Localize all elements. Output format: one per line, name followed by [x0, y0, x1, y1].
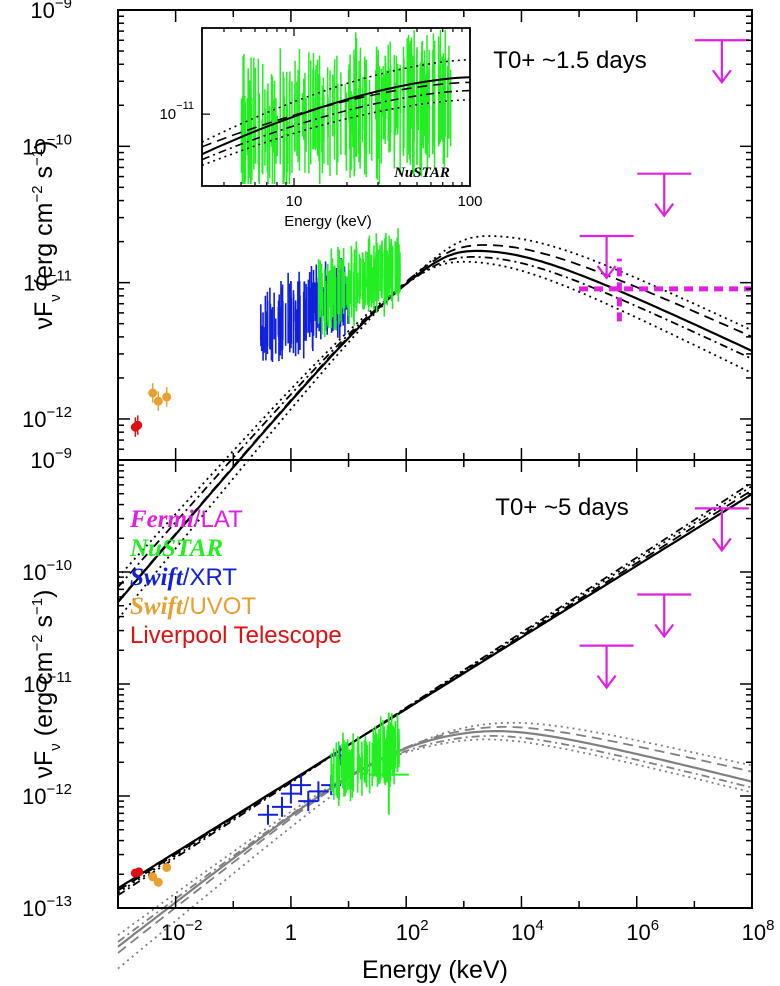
y-tick-label: 10−10: [22, 557, 72, 585]
legend-item: Fermi/LAT: [129, 506, 243, 533]
legend-item: NuSTAR: [129, 535, 223, 562]
model-curve-dashdot-4: [117, 255, 753, 588]
time-annotation: T0+ ~1.5 days: [493, 47, 646, 74]
model-curve-dashed-1: [117, 489, 753, 892]
inset-model-curve-2: [201, 59, 471, 143]
y-axis-label: νFν (erg cm−2 s−1): [29, 141, 64, 330]
inset-y-tick-label: 10−11: [159, 100, 194, 123]
data-swift-uvot: [153, 877, 163, 887]
upper-limit-arrow-1: [654, 623, 675, 639]
model-curve-dashed-5: [117, 726, 753, 954]
legend-item: Liverpool Telescope: [130, 622, 342, 649]
y-tick-label: 10−12: [22, 781, 72, 809]
inset-caption: NuSTAR: [393, 165, 450, 181]
inset-model-curve-1: [201, 81, 471, 148]
x-tick-label: 108: [742, 917, 775, 945]
legend-item: Swift/XRT: [130, 564, 237, 591]
y-tick-label: 10−10: [22, 131, 72, 159]
inset-x-tick-label: 100: [457, 193, 482, 210]
time-annotation: T0+ ~5 days: [495, 494, 628, 521]
x-tick-label: 10−2: [161, 917, 203, 945]
inset-nustar: 10 100 10−11 Energy (keV) NuSTAR: [159, 27, 483, 230]
upper-limit-arrow-2: [711, 69, 732, 85]
legend-item: Swift/UVOT: [130, 593, 256, 620]
y-tick-label: 10−13: [22, 893, 72, 921]
y-tick-label: 10−11: [23, 268, 72, 296]
y-tick-label: 10−12: [22, 404, 72, 432]
data-liverpool-telescope: [134, 867, 144, 877]
y-tick-label: 10−9: [30, 445, 72, 473]
model-curve-dashdot-3: [117, 481, 753, 896]
inset-x-tick-label: 10: [286, 193, 303, 210]
model-curve-dashdot-8: [117, 735, 753, 943]
upper-limit-arrow-0: [596, 674, 617, 690]
x-tick-label: 102: [396, 917, 429, 945]
data-swift-uvot: [148, 872, 158, 882]
y-tick-label: 10−9: [30, 0, 72, 23]
x-tick-label: 104: [511, 917, 544, 945]
x-tick-label: 106: [626, 917, 659, 945]
y-tick-label: 10−11: [23, 669, 72, 697]
upper-limit-arrow-1: [654, 203, 675, 218]
inset-model-curve-0: [201, 76, 471, 156]
data-swift-uvot: [162, 862, 172, 872]
x-axis-label: Energy (keV): [362, 956, 508, 984]
top-panel: 10−9 10−10 10−11 10−12 νFν (erg cm−2 s−1) T0+…: [22, 0, 753, 620]
x-tick-label: 1: [285, 920, 297, 945]
model-curve-dotted-2: [117, 235, 753, 620]
inset-x-axis-label: Energy (keV): [284, 213, 372, 230]
y-axis-label: νFν (erg cm−2 s−1): [29, 590, 64, 779]
bottom-panel: 10−9 10−10 10−11 10−12 10−13 10−2 1 102 104 106 10…: [22, 445, 774, 984]
model-curve-dotted-3: [117, 260, 753, 578]
model-curve-solid-4: [117, 730, 753, 948]
model-curve-dotted-7: [117, 738, 753, 936]
upper-limit-arrow-0: [596, 265, 617, 280]
upper-limit-arrow-2: [711, 537, 732, 553]
